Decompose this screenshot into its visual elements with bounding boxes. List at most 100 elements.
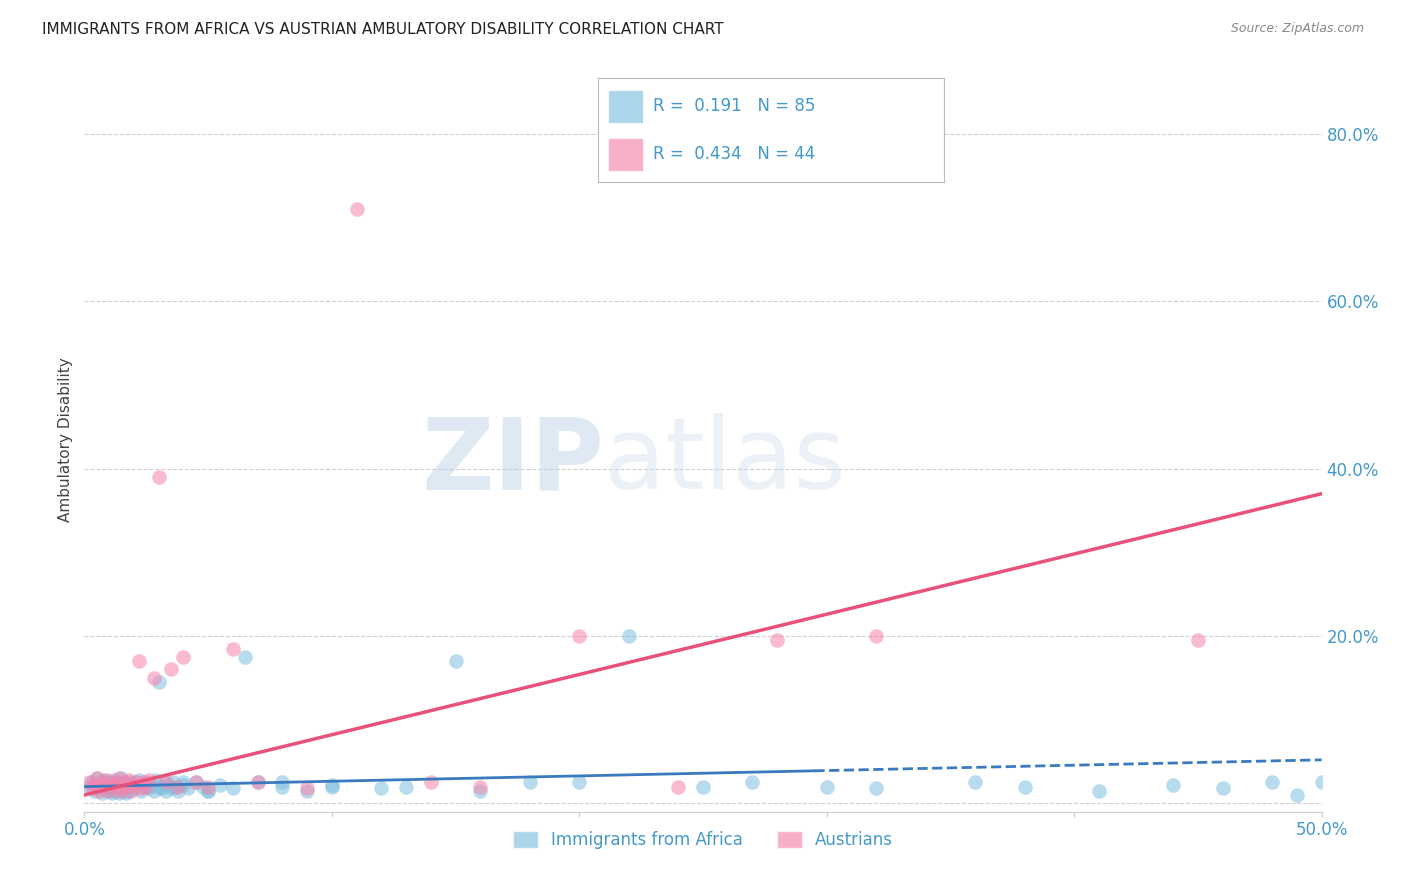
Point (197, 784, 219, 798)
Point (568, 629, 591, 643)
Point (118, 784, 141, 798)
Point (162, 775, 184, 789)
Point (295, 781, 318, 796)
Point (666, 780, 689, 794)
Point (138, 781, 160, 796)
Point (120, 784, 142, 798)
Point (108, 778, 131, 792)
Point (129, 784, 152, 798)
Point (138, 772, 160, 787)
Point (93, 780, 115, 794)
Point (93, 772, 115, 787)
Point (100, 786, 122, 800)
Point (172, 649, 194, 664)
Point (83, 784, 105, 798)
Point (79, 780, 101, 794)
Point (103, 772, 125, 787)
Point (617, 629, 640, 643)
Point (86, 771, 108, 785)
Point (89, 781, 111, 796)
Point (103, 775, 125, 789)
Point (150, 781, 173, 796)
Point (965, 775, 987, 789)
Point (1014, 780, 1036, 794)
Point (86, 771, 108, 785)
Point (370, 781, 392, 796)
Point (120, 778, 142, 792)
Point (184, 775, 207, 789)
Point (222, 781, 245, 796)
Point (1088, 784, 1111, 798)
Point (122, 778, 145, 792)
Point (148, 780, 170, 794)
Point (89, 784, 111, 798)
Point (172, 778, 194, 792)
Point (128, 654, 150, 668)
Point (865, 781, 887, 796)
Point (100, 778, 122, 792)
Point (105, 781, 128, 796)
Point (90, 786, 112, 800)
Legend: Immigrants from Africa, Austrians: Immigrants from Africa, Austrians (506, 824, 900, 855)
Point (815, 780, 838, 794)
Point (100, 778, 122, 792)
Point (141, 778, 163, 792)
Point (86, 778, 108, 792)
Point (98, 781, 121, 796)
Point (246, 775, 269, 789)
Point (135, 775, 157, 789)
Point (167, 784, 190, 798)
Point (80, 781, 103, 796)
Point (112, 775, 135, 789)
Point (110, 784, 132, 798)
Text: IMMIGRANTS FROM AFRICA VS AUSTRIAN AMBULATORY DISABILITY CORRELATION CHART: IMMIGRANTS FROM AFRICA VS AUSTRIAN AMBUL… (42, 22, 724, 37)
Point (108, 771, 131, 785)
Point (112, 775, 135, 789)
Point (115, 780, 138, 794)
Point (96, 772, 118, 787)
Point (177, 781, 200, 796)
Point (1187, 633, 1209, 648)
Point (470, 780, 492, 794)
Point (519, 775, 541, 789)
Point (112, 784, 135, 798)
Point (271, 775, 294, 789)
Point (80, 775, 103, 789)
Point (90, 775, 112, 789)
Point (118, 775, 141, 789)
Point (692, 780, 714, 794)
Point (246, 775, 269, 789)
Point (1285, 788, 1308, 802)
Point (108, 786, 131, 800)
Point (1261, 775, 1284, 789)
Point (766, 633, 789, 648)
Point (172, 775, 194, 789)
Point (321, 780, 343, 794)
Point (568, 775, 591, 789)
Point (395, 780, 418, 794)
Point (110, 781, 132, 796)
Point (105, 781, 128, 796)
Point (165, 780, 187, 794)
Point (865, 629, 887, 643)
Point (110, 771, 132, 785)
Point (115, 786, 138, 800)
Point (98, 784, 121, 798)
Point (118, 772, 141, 787)
Point (132, 780, 155, 794)
Y-axis label: Ambulatory Disability: Ambulatory Disability (58, 357, 73, 522)
Point (115, 780, 138, 794)
Point (98, 775, 121, 789)
Point (1161, 778, 1184, 792)
Point (191, 780, 214, 794)
Point (103, 784, 125, 798)
Point (132, 775, 155, 789)
Point (271, 780, 294, 794)
Point (105, 775, 128, 789)
Point (222, 641, 245, 656)
Point (152, 775, 174, 789)
Point (148, 470, 170, 484)
Point (167, 780, 190, 794)
Point (184, 775, 207, 789)
Point (444, 654, 467, 668)
